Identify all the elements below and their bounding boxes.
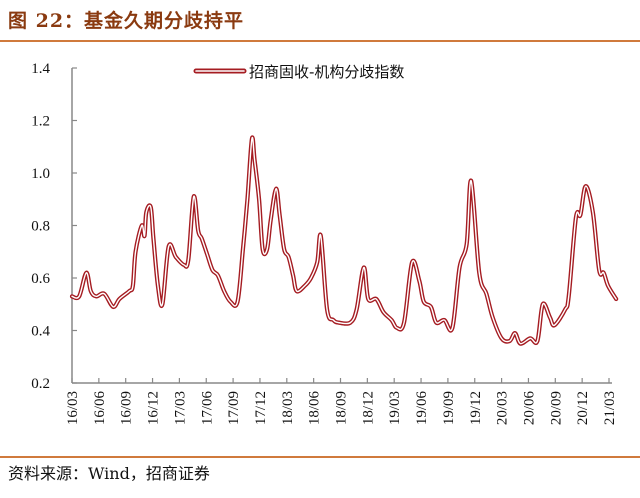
x-tick-label: 17/12 <box>253 391 269 425</box>
x-tick-label: 19/03 <box>387 391 403 425</box>
axes: 0.2 0.4 0.6 0.8 1.0 1.2 1.4 16/03 16/06 16/09 16/1… <box>31 61 618 425</box>
x-tick-label: 17/03 <box>172 391 188 425</box>
y-tick-label: 0.8 <box>31 219 50 235</box>
x-tick-label: 16/06 <box>92 391 108 426</box>
x-tick-label: 20/06 <box>521 391 537 426</box>
x-tick-label: 16/03 <box>65 391 81 425</box>
y-tick-label: 1.4 <box>31 61 50 77</box>
y-tick-label: 0.4 <box>31 324 50 340</box>
x-tick-label: 19/06 <box>414 391 430 426</box>
source-divider <box>0 456 640 458</box>
x-tick-label: 17/09 <box>226 391 242 425</box>
x-tick-label: 19/12 <box>468 391 484 425</box>
x-tick-label: 20/03 <box>495 391 511 425</box>
x-tick-label: 17/06 <box>199 391 215 426</box>
series-group <box>69 135 619 346</box>
x-tick-label: 18/12 <box>360 391 376 425</box>
legend-label: 招商固收-机构分歧指数 <box>249 63 404 81</box>
x-tick-label: 21/03 <box>602 391 618 425</box>
title-divider <box>0 40 640 42</box>
source-note: 资料来源：Wind，招商证券 <box>8 464 210 483</box>
y-tick-label: 1.2 <box>31 114 50 130</box>
x-tick-label: 16/09 <box>119 391 135 425</box>
y-tick-label: 0.2 <box>31 376 50 392</box>
y-tick-label: 0.6 <box>31 271 50 287</box>
x-tick-label: 18/03 <box>280 391 296 425</box>
x-tick-label: 19/09 <box>441 391 457 425</box>
legend: 招商固收-机构分歧指数 <box>193 63 404 81</box>
x-tick-label: 20/12 <box>575 391 591 425</box>
x-tick-label: 18/09 <box>334 391 350 425</box>
y-tick-label: 1.0 <box>31 166 50 182</box>
x-tick-label: 16/12 <box>146 391 162 425</box>
figure-title: 图 22：基金久期分歧持平 <box>8 10 245 32</box>
x-tick-label: 20/09 <box>548 391 564 425</box>
x-tick-label: 18/06 <box>307 391 323 426</box>
series-line-inner <box>71 136 617 345</box>
